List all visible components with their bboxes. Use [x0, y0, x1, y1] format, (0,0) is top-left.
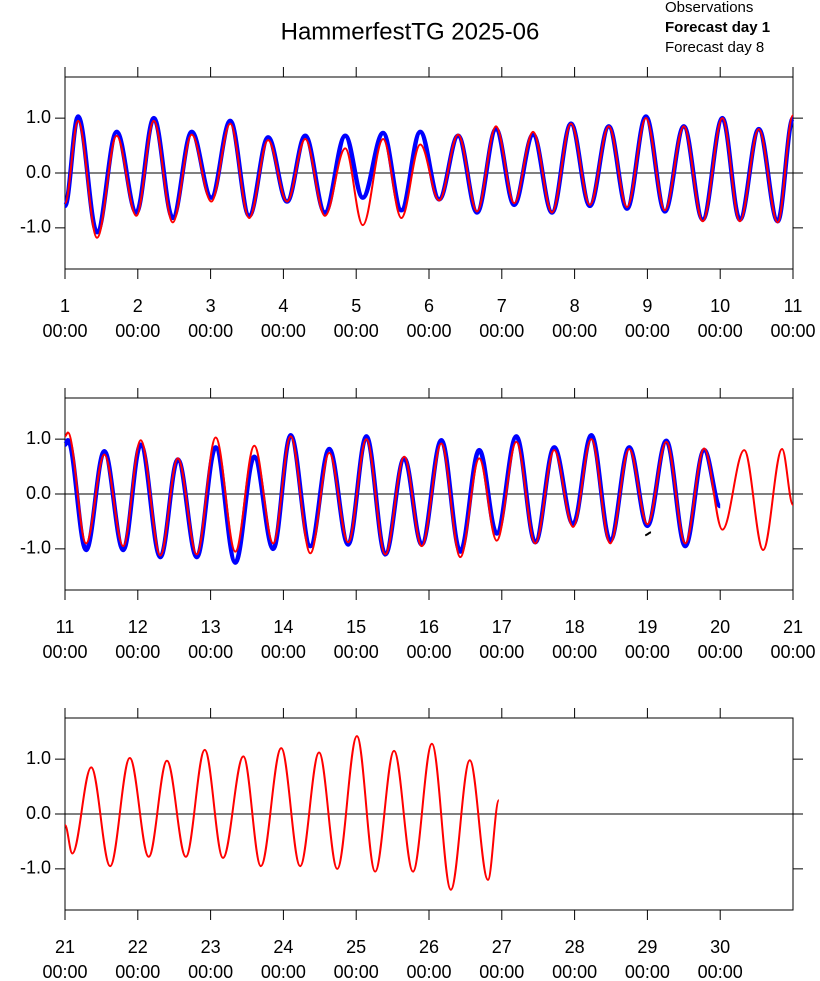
x-tick-label: 30	[710, 937, 730, 957]
x-tick-time: 00:00	[552, 642, 597, 662]
y-tick-label: 1.0	[26, 748, 51, 768]
x-tick-time: 00:00	[188, 321, 233, 341]
x-tick-label: 15	[346, 617, 366, 637]
x-tick-label: 9	[642, 296, 652, 316]
x-tick-time: 00:00	[334, 642, 379, 662]
x-tick-time: 00:00	[261, 962, 306, 981]
x-tick-time: 00:00	[625, 642, 670, 662]
x-tick-label: 21	[783, 617, 803, 637]
x-tick-time: 00:00	[188, 642, 233, 662]
legend-entry: Forecast day 1	[665, 19, 770, 36]
x-tick-label: 10	[710, 296, 730, 316]
x-tick-time: 00:00	[552, 321, 597, 341]
x-tick-time: 00:00	[42, 642, 87, 662]
x-tick-time: 00:00	[115, 321, 160, 341]
x-tick-time: 00:00	[406, 962, 451, 981]
x-tick-time: 00:00	[42, 321, 87, 341]
x-tick-label: 17	[492, 617, 512, 637]
x-tick-time: 00:00	[115, 962, 160, 981]
legend-entry: Forecast day 8	[665, 39, 764, 56]
chart-title: HammerfestTG 2025-06	[281, 18, 540, 45]
x-tick-label: 20	[710, 617, 730, 637]
y-tick-label: 1.0	[26, 428, 51, 448]
x-tick-label: 14	[273, 617, 293, 637]
x-tick-label: 3	[206, 296, 216, 316]
x-tick-time: 00:00	[188, 962, 233, 981]
x-tick-label: 11	[56, 617, 75, 637]
x-tick-time: 00:00	[334, 962, 379, 981]
x-tick-time: 00:00	[625, 962, 670, 981]
x-tick-label: 24	[273, 937, 293, 957]
x-tick-label: 26	[419, 937, 439, 957]
series-line	[64, 735, 500, 891]
x-tick-time: 00:00	[770, 642, 815, 662]
x-tick-label: 4	[278, 296, 288, 316]
x-tick-label: 6	[424, 296, 434, 316]
x-tick-label: 21	[55, 937, 75, 957]
x-tick-label: 28	[565, 937, 585, 957]
x-tick-label: 19	[637, 617, 657, 637]
series-line	[64, 431, 794, 559]
x-tick-time: 00:00	[479, 642, 524, 662]
series-line	[64, 114, 794, 239]
x-tick-label: 29	[637, 937, 657, 957]
y-tick-label: -1.0	[20, 858, 51, 878]
x-tick-label: 18	[565, 617, 585, 637]
x-tick-time: 00:00	[698, 321, 743, 341]
legend-entry: Observations	[665, 0, 753, 16]
x-tick-time: 00:00	[334, 321, 379, 341]
x-tick-label: 1	[60, 296, 70, 316]
x-tick-label: 16	[419, 617, 439, 637]
x-tick-time: 00:00	[552, 962, 597, 981]
x-tick-label: 22	[128, 937, 148, 957]
series-line	[645, 531, 652, 537]
x-tick-time: 00:00	[406, 321, 451, 341]
x-tick-time: 00:00	[115, 642, 160, 662]
x-tick-time: 00:00	[261, 321, 306, 341]
x-tick-label: 13	[201, 617, 221, 637]
y-tick-label: 0.0	[26, 803, 51, 823]
y-tick-label: 1.0	[26, 107, 51, 127]
x-tick-time: 00:00	[42, 962, 87, 981]
x-tick-time: 00:00	[698, 962, 743, 981]
x-tick-label: 25	[346, 937, 366, 957]
x-tick-time: 00:00	[770, 321, 815, 341]
x-tick-label: 12	[128, 617, 148, 637]
x-tick-label: 11	[784, 296, 803, 316]
x-tick-time: 00:00	[479, 962, 524, 981]
x-tick-label: 2	[133, 296, 143, 316]
y-tick-label: 0.0	[26, 162, 51, 182]
y-tick-label: -1.0	[20, 538, 51, 558]
x-tick-time: 00:00	[261, 642, 306, 662]
x-tick-label: 23	[201, 937, 221, 957]
x-tick-label: 8	[570, 296, 580, 316]
y-tick-label: 0.0	[26, 483, 51, 503]
x-tick-label: 27	[492, 937, 512, 957]
x-tick-time: 00:00	[625, 321, 670, 341]
x-tick-time: 00:00	[479, 321, 524, 341]
x-tick-label: 7	[497, 296, 507, 316]
series-line	[62, 114, 796, 235]
y-tick-label: -1.0	[20, 217, 51, 237]
x-tick-time: 00:00	[698, 642, 743, 662]
x-tick-label: 5	[351, 296, 361, 316]
x-tick-time: 00:00	[406, 642, 451, 662]
